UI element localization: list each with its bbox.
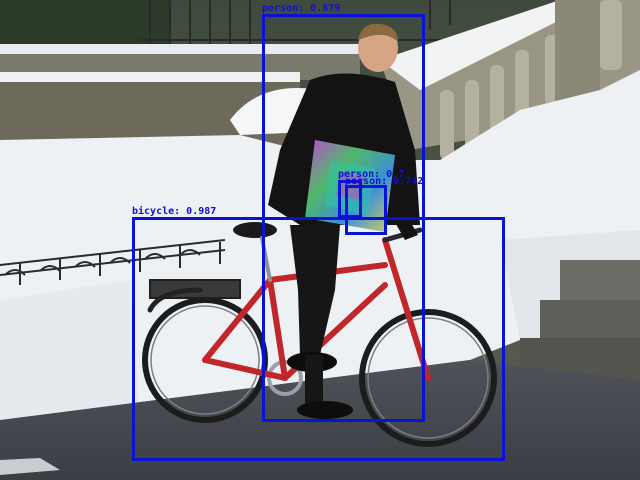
detection-label: person: 0.742 bbox=[345, 176, 424, 187]
low-iron-fence bbox=[0, 239, 226, 285]
detection-box-person: person: 0.7 bbox=[338, 169, 404, 218]
detection-label: person: 0.879 bbox=[262, 3, 341, 14]
detection-box-bicycle: bicycle: 0.987 bbox=[132, 206, 505, 461]
iron-fence-top bbox=[140, 0, 460, 45]
detection-label: person: 0.7 bbox=[338, 169, 405, 180]
balusters bbox=[440, 0, 622, 160]
detection-box-person: person: 0.742 bbox=[345, 176, 423, 235]
detection-label: bicycle: 0.987 bbox=[132, 206, 217, 217]
